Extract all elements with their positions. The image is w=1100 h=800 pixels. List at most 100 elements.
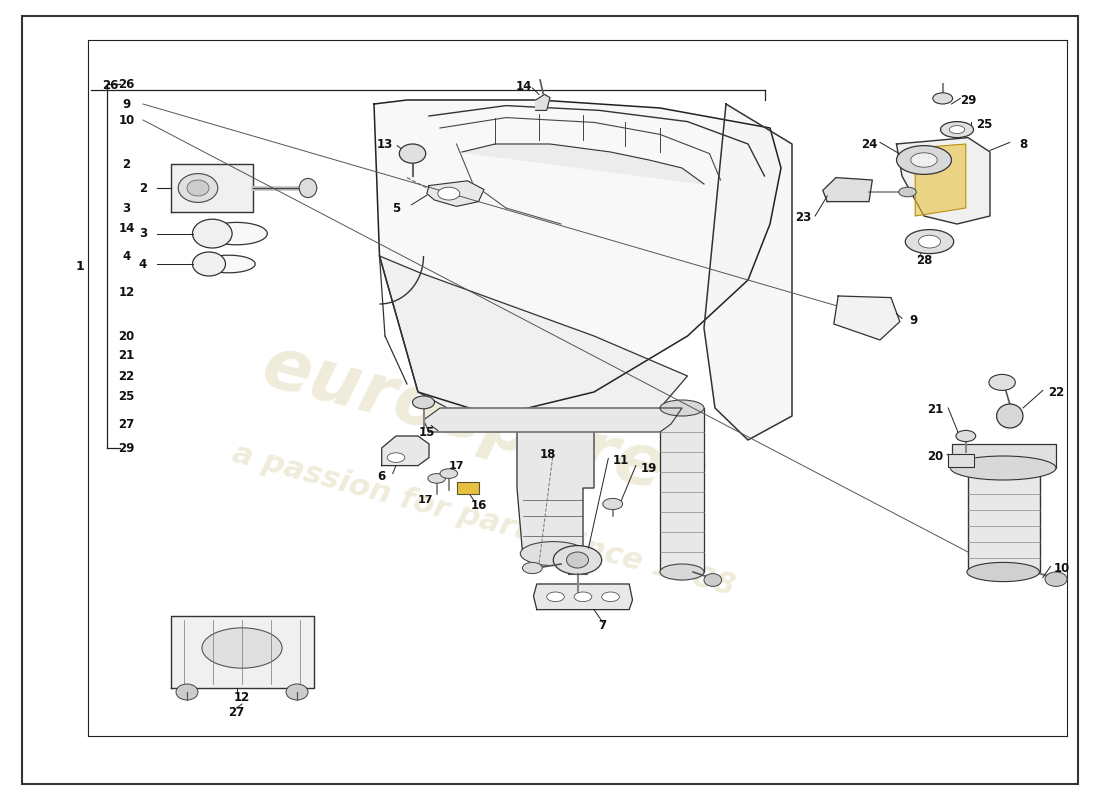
Text: 13: 13 [377,138,393,150]
Text: eurospares: eurospares [254,331,714,517]
Ellipse shape [602,592,619,602]
Ellipse shape [899,187,916,197]
Ellipse shape [522,562,542,574]
Polygon shape [424,408,682,432]
Text: 23: 23 [795,211,811,224]
Polygon shape [462,144,704,184]
Ellipse shape [299,178,317,198]
Ellipse shape [989,374,1015,390]
Polygon shape [170,616,314,688]
Text: 8: 8 [1019,138,1027,150]
Polygon shape [382,436,429,466]
Ellipse shape [1045,572,1067,586]
Text: 29: 29 [119,442,134,454]
Polygon shape [704,104,792,440]
Text: 29: 29 [960,94,976,106]
Ellipse shape [192,252,226,276]
Ellipse shape [438,187,460,200]
Text: 14: 14 [119,222,134,234]
Text: 20: 20 [927,450,943,462]
Text: 26: 26 [102,79,118,92]
Ellipse shape [428,474,446,483]
Polygon shape [170,164,253,212]
Ellipse shape [192,219,232,248]
Ellipse shape [553,546,602,574]
Text: 22: 22 [1048,386,1064,398]
Text: 5: 5 [392,202,400,214]
Text: 2: 2 [139,182,147,194]
Text: 21: 21 [119,350,134,362]
Text: 28: 28 [916,254,932,266]
Ellipse shape [956,430,976,442]
Polygon shape [834,296,900,340]
Polygon shape [374,100,781,416]
Ellipse shape [967,562,1040,582]
Ellipse shape [997,404,1023,428]
Text: 14: 14 [516,80,531,93]
Polygon shape [823,178,872,202]
Ellipse shape [399,144,426,163]
Ellipse shape [940,122,974,138]
Ellipse shape [387,453,405,462]
Ellipse shape [949,126,965,134]
Text: a passion for parts since 1988: a passion for parts since 1988 [230,438,738,602]
Ellipse shape [440,469,458,478]
Text: 25: 25 [977,118,992,130]
Ellipse shape [660,564,704,580]
Polygon shape [534,584,632,610]
Text: 9: 9 [909,314,917,326]
Text: 15: 15 [419,426,435,438]
Ellipse shape [905,230,954,254]
FancyBboxPatch shape [952,444,1056,468]
Ellipse shape [520,542,586,566]
Text: 26: 26 [119,78,134,90]
Ellipse shape [896,146,951,174]
Ellipse shape [704,574,722,586]
Polygon shape [536,94,550,110]
Text: 19: 19 [641,462,657,474]
Ellipse shape [566,552,588,568]
Text: 22: 22 [119,370,134,382]
Ellipse shape [603,498,623,510]
Ellipse shape [178,174,218,202]
Text: 10: 10 [119,114,134,126]
Text: 3: 3 [139,227,147,240]
Text: 20: 20 [119,330,134,342]
Polygon shape [915,144,966,216]
Text: 3: 3 [122,202,131,214]
Text: 1: 1 [76,260,85,273]
FancyBboxPatch shape [456,482,478,494]
Text: 17: 17 [449,461,464,470]
Polygon shape [896,138,990,224]
Ellipse shape [412,396,434,409]
Ellipse shape [660,400,704,416]
Polygon shape [660,408,704,572]
FancyBboxPatch shape [968,468,1040,572]
Ellipse shape [176,684,198,700]
Polygon shape [379,256,688,424]
Ellipse shape [933,93,953,104]
Text: 27: 27 [229,706,244,718]
Text: 12: 12 [234,691,250,704]
Text: 10: 10 [1054,562,1069,574]
Text: 4: 4 [122,250,131,262]
Text: 21: 21 [927,403,943,416]
Text: 11: 11 [613,454,628,466]
Text: 25: 25 [119,390,134,402]
Polygon shape [427,181,484,206]
Ellipse shape [202,255,255,273]
Text: 6: 6 [377,470,386,482]
Text: 4: 4 [139,258,147,270]
Polygon shape [948,454,974,467]
Ellipse shape [202,628,282,668]
Text: 2: 2 [122,158,131,170]
Ellipse shape [911,153,937,167]
Text: 18: 18 [540,448,556,461]
Ellipse shape [950,456,1056,480]
Ellipse shape [574,592,592,602]
Text: 7: 7 [598,619,607,632]
Text: 9: 9 [122,98,131,110]
Ellipse shape [286,684,308,700]
Ellipse shape [547,592,564,602]
Ellipse shape [918,235,940,248]
